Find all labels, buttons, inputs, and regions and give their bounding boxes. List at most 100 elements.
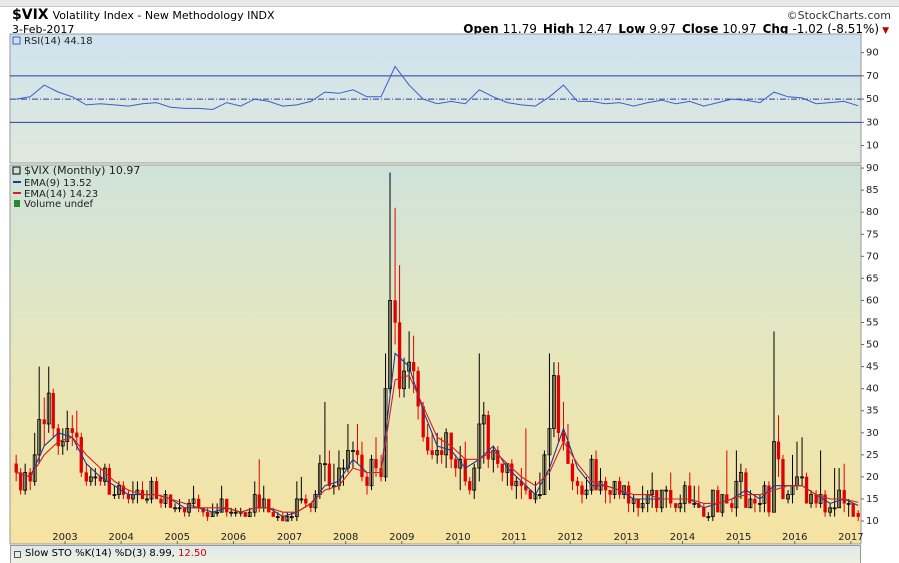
price-legend: $VIX (Monthly) 10.97 EMA(9) 13.52 EMA(14… xyxy=(12,164,140,210)
candle-body xyxy=(351,450,355,452)
y-tick-label: 35 xyxy=(866,406,879,417)
chart: RSI(14) 44.18 $VIX (Monthly) 10.97 EMA(9… xyxy=(9,33,879,545)
candle-body xyxy=(163,494,168,504)
line xyxy=(16,65,859,111)
candle-body xyxy=(851,503,855,517)
quote-pct: (-8.51%) xyxy=(827,22,880,36)
quote-label: Close xyxy=(681,22,719,36)
candle-body xyxy=(800,476,804,479)
legend-icon xyxy=(12,36,21,45)
candle-body xyxy=(580,485,584,495)
y-tick-label: 25 xyxy=(866,450,879,461)
date: 3-Feb-2017 xyxy=(12,23,75,36)
candle-body xyxy=(556,375,561,433)
y-tick-label: 65 xyxy=(866,273,879,284)
candle-body xyxy=(692,502,697,505)
candle-body xyxy=(182,507,187,513)
y-tick-label: 75 xyxy=(866,229,879,240)
candle-body xyxy=(608,489,612,495)
x-tick-label: 2015 xyxy=(726,532,751,543)
candle-body xyxy=(440,450,444,456)
x-tick-label: 2003 xyxy=(52,532,77,543)
candle-body xyxy=(205,512,210,517)
candle-body xyxy=(393,300,397,323)
quote-label: High xyxy=(542,22,575,36)
candle-body xyxy=(762,485,767,504)
panel-icon xyxy=(14,551,21,558)
candle-body xyxy=(584,489,589,495)
candle-body xyxy=(706,516,711,519)
chart-header: $VIX Volatility Index - New Methodology I… xyxy=(12,7,275,23)
candle-body xyxy=(538,494,542,496)
candle-body xyxy=(374,459,378,469)
quote-label: Low xyxy=(618,22,646,36)
legend-entry: $VIX (Monthly) 10.97 xyxy=(24,164,140,177)
candle-body xyxy=(145,498,149,501)
candle-body xyxy=(323,463,327,466)
lower-panel: Slow STO %K(14) %D(3) 8.99, 12.50 xyxy=(10,545,861,563)
candle-body xyxy=(463,459,467,482)
x-tick-label: 2005 xyxy=(165,532,190,543)
x-tick-label: 2011 xyxy=(501,532,526,543)
candle-body xyxy=(688,485,692,504)
candle-body xyxy=(233,511,238,514)
candle-body xyxy=(650,489,655,495)
candle-body xyxy=(168,494,173,508)
candle-body xyxy=(832,507,837,510)
y-tick-label: 20 xyxy=(866,472,879,483)
candle-body xyxy=(196,498,201,508)
candle-body xyxy=(56,428,60,447)
candle-body xyxy=(51,392,55,429)
x-tick-label: 2016 xyxy=(782,532,807,543)
candle-body xyxy=(846,502,851,505)
candle-body xyxy=(594,459,598,491)
x-tick-label: 2013 xyxy=(614,532,639,543)
candle-body xyxy=(229,511,234,514)
candle-body xyxy=(786,494,790,500)
y-tick-label: 90 xyxy=(866,48,879,59)
candle-body xyxy=(481,414,486,425)
legend-icon xyxy=(12,166,21,175)
candle-body xyxy=(758,502,762,505)
candle-body xyxy=(678,502,683,509)
candle-body xyxy=(42,419,46,425)
candle-body xyxy=(360,454,364,478)
y-tick-label: 55 xyxy=(866,318,879,329)
candle-body xyxy=(252,494,257,513)
legend-entry: EMA(9) 13.52 xyxy=(24,178,92,189)
candle-body xyxy=(257,494,261,508)
candle-body xyxy=(454,459,458,469)
rsi-legend: RSI(14) 44.18 xyxy=(12,36,93,47)
candle-body xyxy=(304,498,308,504)
candle-body xyxy=(247,511,252,518)
y-tick-label: 40 xyxy=(866,384,879,395)
candle-body xyxy=(289,516,294,519)
candle-body xyxy=(842,489,846,504)
candle-body xyxy=(575,481,580,486)
candle-body xyxy=(275,516,280,519)
sto-d-value: 12.50 xyxy=(178,548,207,559)
candle-body xyxy=(767,485,771,513)
candle-body xyxy=(547,427,552,456)
candle-body xyxy=(219,498,224,513)
candle-body xyxy=(702,507,706,517)
x-tick-label: 2004 xyxy=(108,532,133,543)
candle-body xyxy=(570,463,575,482)
candle-body xyxy=(738,472,743,482)
y-tick-label: 70 xyxy=(866,71,879,82)
x-tick-label: 2014 xyxy=(670,532,695,543)
y-tick-label: 60 xyxy=(866,295,879,306)
candle-body xyxy=(552,375,556,429)
candle-body xyxy=(430,450,434,456)
candle-body xyxy=(327,463,332,486)
x-tick-label: 2009 xyxy=(389,532,414,543)
candle-body xyxy=(93,476,98,479)
candle-body xyxy=(341,467,346,470)
candle-body xyxy=(828,507,833,513)
y-tick-label: 85 xyxy=(866,185,879,196)
quote: Open 11.79 High 12.47 Low 9.97 Close 10.97 C… xyxy=(457,22,889,36)
y-tick-label: 80 xyxy=(866,207,879,218)
quote-label: Chg xyxy=(762,22,789,36)
y-tick-label: 70 xyxy=(866,251,879,262)
x-tick-label: 2012 xyxy=(557,532,582,543)
